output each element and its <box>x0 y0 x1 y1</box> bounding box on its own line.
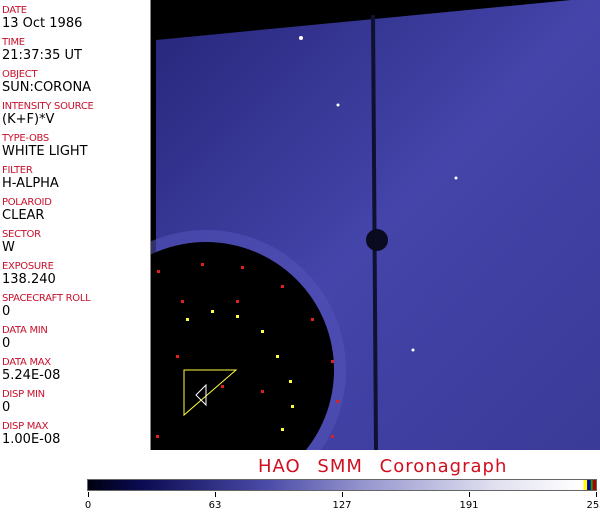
field-value: 5.24E-08 <box>2 368 61 383</box>
coronagraph-image <box>151 0 600 450</box>
field-value: 138.240 <box>2 272 56 287</box>
field-value: 0 <box>2 400 11 415</box>
field-label: OBJECT <box>2 69 38 80</box>
field-label: SECTOR <box>2 229 41 240</box>
field-spacecraft-roll: SPACECRAFT ROLL 0 <box>2 293 148 319</box>
colorbar-tick <box>469 492 470 497</box>
field-disp-min: DISP MIN 0 <box>2 389 148 415</box>
colorbar-tick-label: 0 <box>84 500 92 511</box>
colorbar-tick <box>342 492 343 497</box>
field-value: (K+F)*V <box>2 112 55 127</box>
field-label: TIME <box>2 37 25 48</box>
field-label: DATA MIN <box>2 325 48 336</box>
colorbar-tick <box>215 492 216 497</box>
region-outline <box>183 369 238 417</box>
field-value: W <box>2 240 15 255</box>
field-polaroid: POLAROID CLEAR <box>2 197 148 223</box>
field-value: 13 Oct 1986 <box>2 16 83 31</box>
field-object: OBJECT SUN:CORONA <box>2 69 148 95</box>
colorbar <box>87 479 597 491</box>
field-label: INTENSITY SOURCE <box>2 101 94 112</box>
occulter-markers <box>156 263 339 438</box>
field-intensity-source: INTENSITY SOURCE (K+F)*V <box>2 101 148 127</box>
field-date: DATE 13 Oct 1986 <box>2 5 148 31</box>
occulter-disk <box>151 242 334 450</box>
field-value: 1.00E-08 <box>2 432 61 447</box>
field-label: EXPOSURE <box>2 261 54 272</box>
field-exposure: EXPOSURE 138.240 <box>2 261 148 287</box>
field-disp-max: DISP MAX 1.00E-08 <box>2 421 148 447</box>
field-type-obs: TYPE-OBS WHITE LIGHT <box>2 133 148 159</box>
field-value: 0 <box>2 304 11 319</box>
field-value: WHITE LIGHT <box>2 144 88 159</box>
field-label: SPACECRAFT ROLL <box>2 293 91 304</box>
field-value: SUN:CORONA <box>2 80 92 95</box>
instrument-title: HAO SMM Coronagraph <box>258 456 508 477</box>
field-value: CLEAR <box>2 208 45 223</box>
field-filter: FILTER H-ALPHA <box>2 165 148 191</box>
colorbar-tick-label: 255 <box>586 500 600 511</box>
field-label: DISP MIN <box>2 389 45 400</box>
field-sector: SECTOR W <box>2 229 148 255</box>
yellow-markers <box>186 310 294 431</box>
field-value: H-ALPHA <box>2 176 59 191</box>
colorbar-tick <box>88 492 89 497</box>
field-data-max: DATA MAX 5.24E-08 <box>2 357 148 383</box>
colorbar-tick <box>596 492 597 497</box>
field-label: DATA MAX <box>2 357 51 368</box>
pylon-hub <box>366 229 388 251</box>
colorbar-tick-label: 127 <box>332 500 352 511</box>
colorbar-tick-label: 63 <box>208 500 222 511</box>
field-label: POLAROID <box>2 197 52 208</box>
field-label: FILTER <box>2 165 33 176</box>
field-label: DATE <box>2 5 27 16</box>
colorbar-tick-label: 191 <box>459 500 479 511</box>
field-time: TIME 21:37:35 UT <box>2 37 148 63</box>
field-value: 21:37:35 UT <box>2 48 82 63</box>
field-label: TYPE-OBS <box>2 133 49 144</box>
field-value: 0 <box>2 336 11 351</box>
metadata-panel: DATE 13 Oct 1986 TIME 21:37:35 UT OBJECT SUN:… <box>0 0 151 450</box>
field-data-min: DATA MIN 0 <box>2 325 148 351</box>
field-label: DISP MAX <box>2 421 49 432</box>
